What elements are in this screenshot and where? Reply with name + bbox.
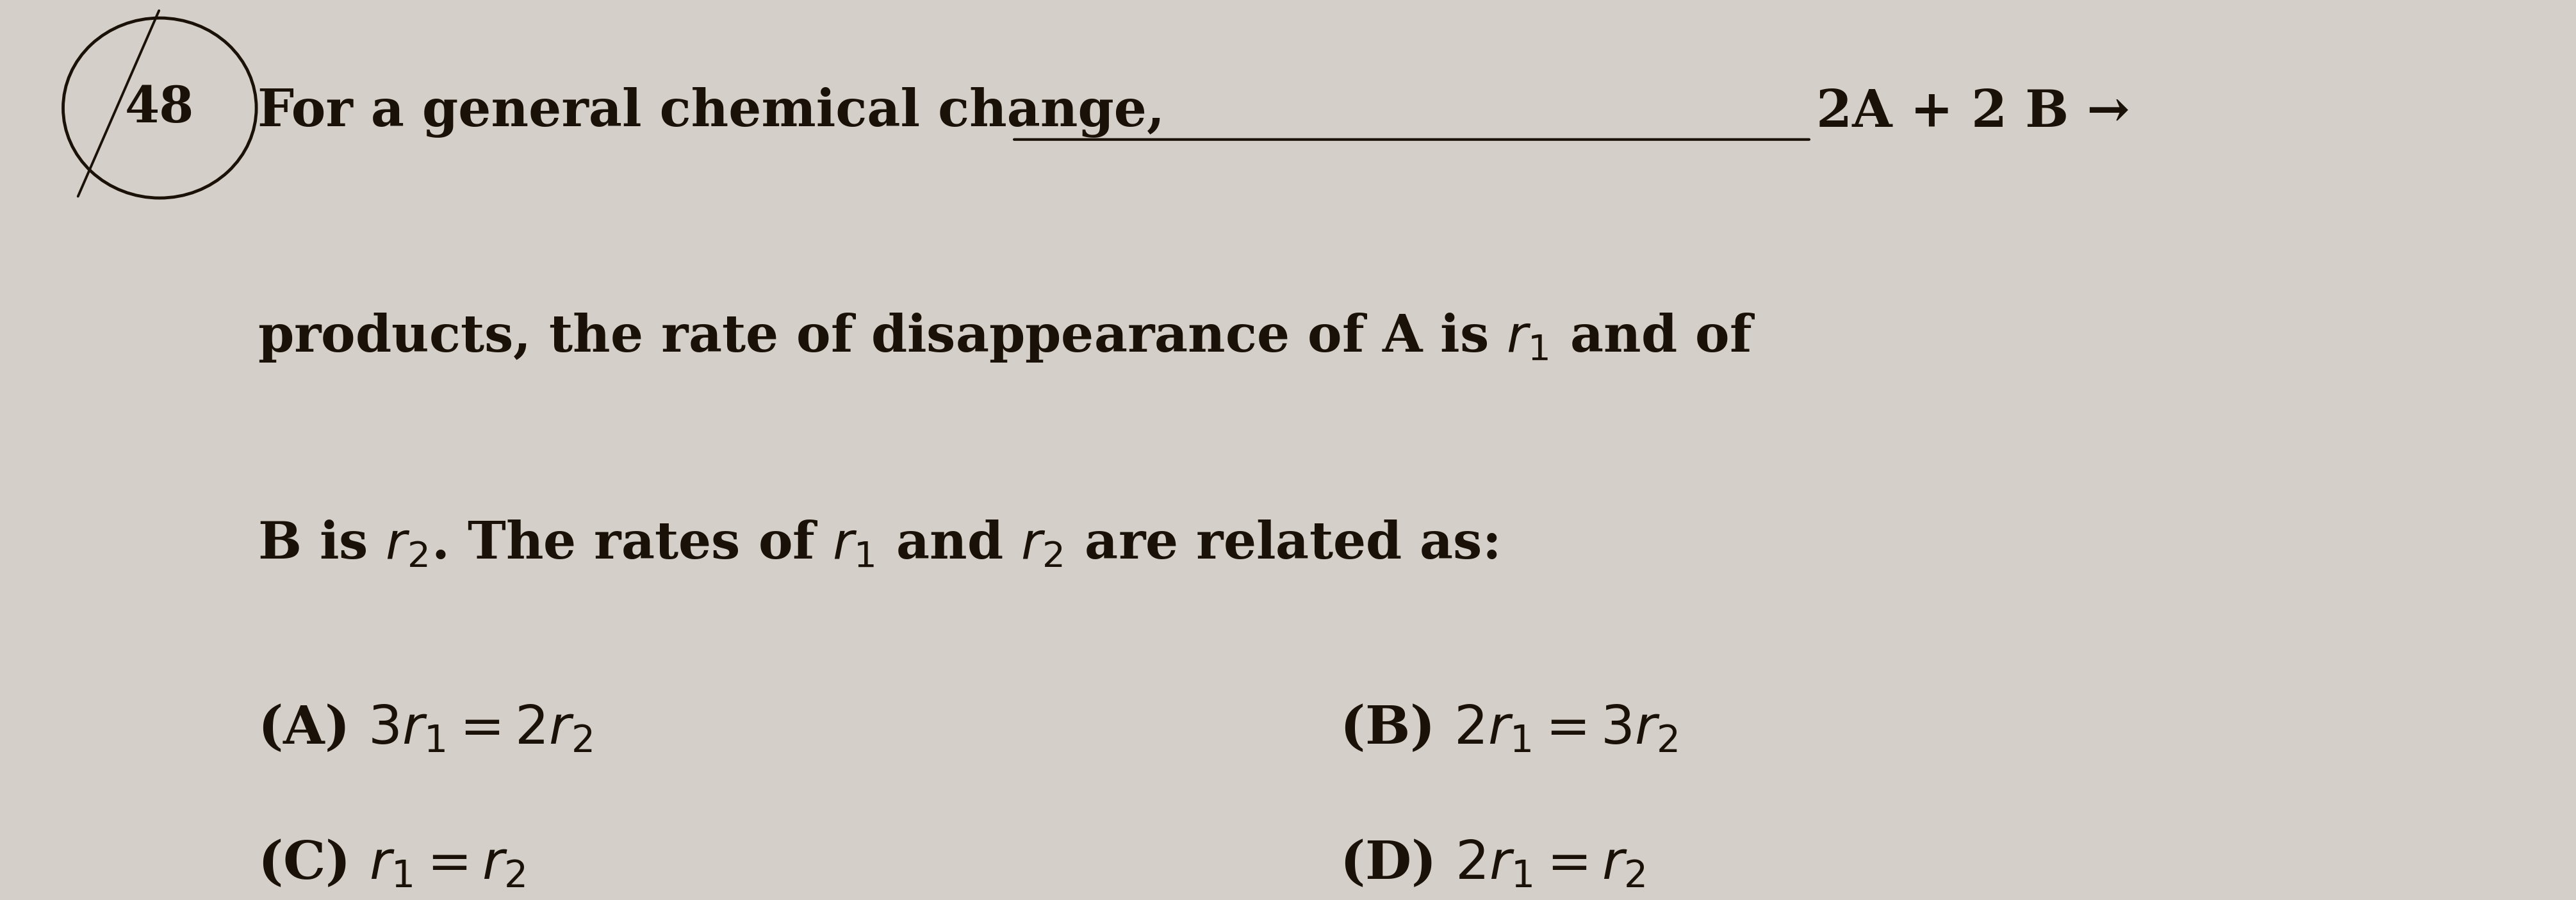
Text: (D) $2r_1 = r_2$: (D) $2r_1 = r_2$ (1340, 838, 1646, 890)
Text: products, the rate of disappearance of A is $r_1$ and of: products, the rate of disappearance of A… (258, 311, 1757, 364)
Text: B is $r_2$. The rates of $r_1$ and $r_2$ are related as:: B is $r_2$. The rates of $r_1$ and $r_2$… (258, 519, 1497, 570)
Text: (C) $r_1 = r_2$: (C) $r_1 = r_2$ (258, 838, 526, 890)
Text: (A) $3 r_1 = 2 r_2$: (A) $3 r_1 = 2 r_2$ (258, 703, 592, 755)
Text: 2A + 2 B →: 2A + 2 B → (1816, 87, 2130, 138)
Text: For a general chemical change,: For a general chemical change, (258, 87, 1182, 138)
Text: (B) $2r_1 = 3 r_2$: (B) $2r_1 = 3 r_2$ (1340, 703, 1677, 755)
Text: 48: 48 (126, 84, 193, 132)
